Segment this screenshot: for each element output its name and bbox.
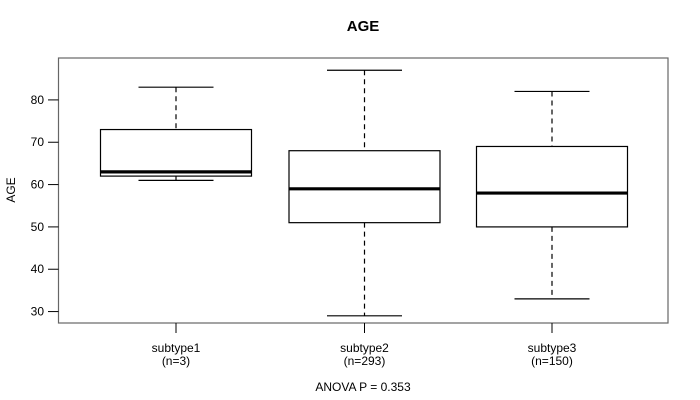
x-category-label: subtype2 [340,341,389,355]
x-category-sublabel: (n=293) [344,354,386,368]
anova-annotation: ANOVA P = 0.353 [315,380,411,394]
y-tick-label: 40 [31,262,45,276]
x-category-label: subtype3 [528,341,577,355]
x-category-label: subtype1 [152,341,201,355]
y-axis-title: AGE [4,177,18,202]
chart-title: AGE [347,18,380,35]
y-tick-label: 30 [31,305,45,319]
y-tick-label: 50 [31,220,45,234]
box-subtype3 [475,145,629,228]
box-subtype1 [99,128,253,177]
plot-frame [57,57,669,324]
y-tick-label: 60 [31,178,45,192]
y-tick-label: 80 [31,93,45,107]
x-category-sublabel: (n=150) [531,354,573,368]
y-tick-label: 70 [31,135,45,149]
plot-area: 30 40 50 60 70 80 subtype1(n=3) subtype2(n=293)… [31,57,669,368]
x-category-sublabel: (n=3) [162,354,190,368]
box-subtype2 [288,150,441,224]
